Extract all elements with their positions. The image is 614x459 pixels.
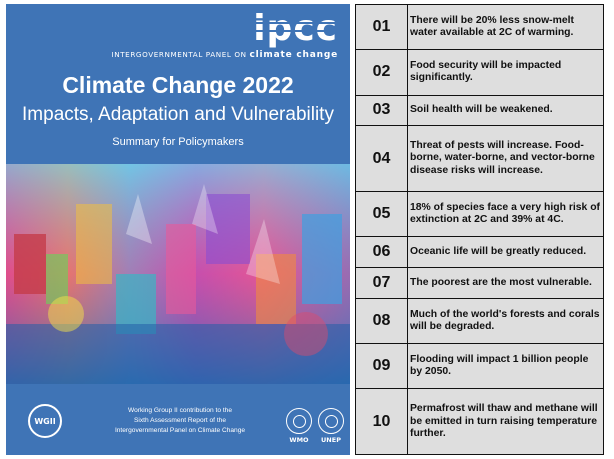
wmo-logo-icon <box>286 408 312 434</box>
impact-number: 04 <box>355 125 408 192</box>
cover-artwork <box>6 164 350 384</box>
cover-subtitle: Impacts, Adaptation and Vulnerability <box>22 104 334 125</box>
impact-number: 01 <box>355 3 408 51</box>
table-row: 02 Food security will be impacted signif… <box>355 49 604 96</box>
impact-number: 05 <box>355 190 408 238</box>
working-group-line-2: Sixth Assessment Report of the <box>134 417 226 424</box>
impact-number: 08 <box>355 297 408 345</box>
impact-text: Soil health will be weakened. <box>407 94 604 127</box>
impacts-table: 01 There will be 20% less snow-melt wate… <box>355 3 604 455</box>
impact-text: There will be 20% less snow-melt water a… <box>407 3 604 51</box>
impact-number: 09 <box>355 343 408 390</box>
impact-text: 18% of species face a very high risk of … <box>407 190 604 238</box>
organization-name: INTERGOVERNMENTAL PANEL ON climate chang… <box>112 50 339 60</box>
table-row: 09 Flooding will impact 1 billion people… <box>355 343 604 390</box>
table-row: 04 Threat of pests will increase. Food-b… <box>355 125 604 192</box>
unep-label: UNEP <box>321 436 341 444</box>
impact-text: Oceanic life will be greatly reduced. <box>407 236 604 269</box>
impact-number: 10 <box>355 388 408 455</box>
ipcc-logo: ipcc <box>253 8 338 49</box>
impact-number: 03 <box>355 94 408 127</box>
report-cover: ipcc INTERGOVERNMENTAL PANEL ON climate … <box>6 4 350 455</box>
table-row: 08 Much of the world's forests and coral… <box>355 297 604 345</box>
impact-text: Flooding will impact 1 billion people by… <box>407 343 604 390</box>
impact-text: The poorest are the most vulnerable. <box>407 267 604 299</box>
impact-text: Permafrost will thaw and methane will be… <box>407 388 604 455</box>
impact-text: Much of the world's forests and corals w… <box>407 297 604 345</box>
document-type: Summary for Policymakers <box>112 136 244 148</box>
working-group-line-1: Working Group II contribution to the <box>128 407 232 414</box>
wgii-badge: WGII <box>28 404 62 438</box>
impact-number: 07 <box>355 267 408 299</box>
impact-number: 02 <box>355 49 408 96</box>
organization-prefix: INTERGOVERNMENTAL PANEL ON <box>111 50 247 59</box>
impact-text: Threat of pests will increase. Food-born… <box>407 125 604 192</box>
organization-suffix: climate change <box>249 50 338 60</box>
cover-title: Climate Change 2022 <box>62 72 294 98</box>
table-row: 10 Permafrost will thaw and methane will… <box>355 388 604 455</box>
working-group-statement: Working Group II contribution to the Six… <box>90 406 270 436</box>
table-row: 01 There will be 20% less snow-melt wate… <box>355 3 604 51</box>
table-row: 05 18% of species face a very high risk … <box>355 190 604 238</box>
table-row: 07 The poorest are the most vulnerable. <box>355 267 604 299</box>
unep-logo-icon <box>318 408 344 434</box>
working-group-line-3: Intergovernmental Panel on Climate Chang… <box>114 427 246 434</box>
impact-text: Food security will be impacted significa… <box>407 49 604 96</box>
impact-number: 06 <box>355 236 408 269</box>
table-row: 03 Soil health will be weakened. <box>355 94 604 127</box>
table-row: 06 Oceanic life will be greatly reduced. <box>355 236 604 269</box>
wmo-label: WMO <box>289 436 309 444</box>
